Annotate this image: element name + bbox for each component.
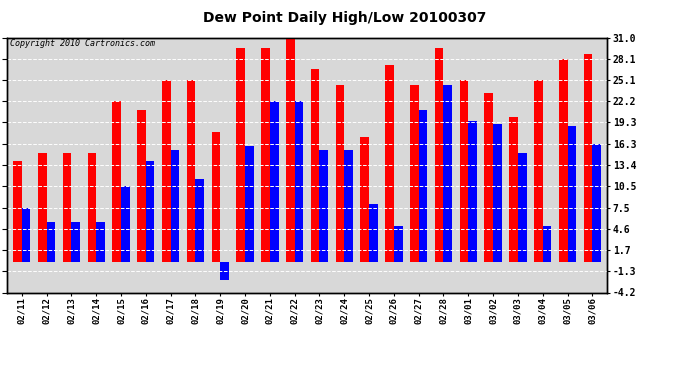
Bar	[344, 150, 353, 262]
Bar	[469, 121, 477, 262]
Bar	[162, 80, 170, 262]
Text: Dew Point Daily High/Low 20100307: Dew Point Daily High/Low 20100307	[204, 11, 486, 25]
Text: Copyright 2010 Cartronics.com: Copyright 2010 Cartronics.com	[10, 39, 155, 48]
Bar	[96, 222, 105, 262]
Bar	[212, 132, 220, 262]
Bar	[112, 101, 121, 262]
Bar	[137, 110, 146, 262]
Bar	[509, 117, 518, 262]
Bar	[237, 48, 245, 262]
Bar	[261, 48, 270, 262]
Bar	[534, 80, 543, 262]
Bar	[435, 48, 444, 262]
Bar	[71, 222, 80, 262]
Bar	[295, 101, 304, 262]
Bar	[369, 204, 377, 262]
Bar	[88, 153, 96, 262]
Bar	[22, 208, 30, 262]
Bar	[460, 80, 469, 262]
Bar	[13, 160, 22, 262]
Bar	[567, 126, 576, 262]
Bar	[543, 226, 551, 262]
Bar	[335, 85, 344, 262]
Bar	[394, 226, 402, 262]
Bar	[584, 54, 592, 262]
Bar	[220, 262, 229, 280]
Bar	[319, 150, 328, 262]
Bar	[444, 85, 452, 262]
Bar	[63, 153, 71, 262]
Bar	[38, 153, 47, 262]
Bar	[170, 150, 179, 262]
Bar	[559, 58, 567, 262]
Bar	[310, 69, 319, 262]
Bar	[187, 80, 195, 262]
Bar	[410, 85, 419, 262]
Bar	[592, 144, 601, 262]
Bar	[493, 124, 502, 262]
Bar	[360, 138, 369, 262]
Bar	[270, 101, 279, 262]
Bar	[286, 38, 295, 262]
Bar	[121, 186, 130, 262]
Bar	[484, 93, 493, 262]
Bar	[195, 179, 204, 262]
Bar	[47, 222, 55, 262]
Bar	[385, 65, 394, 262]
Bar	[419, 110, 427, 262]
Bar	[245, 146, 254, 262]
Bar	[146, 160, 155, 262]
Bar	[518, 153, 526, 262]
